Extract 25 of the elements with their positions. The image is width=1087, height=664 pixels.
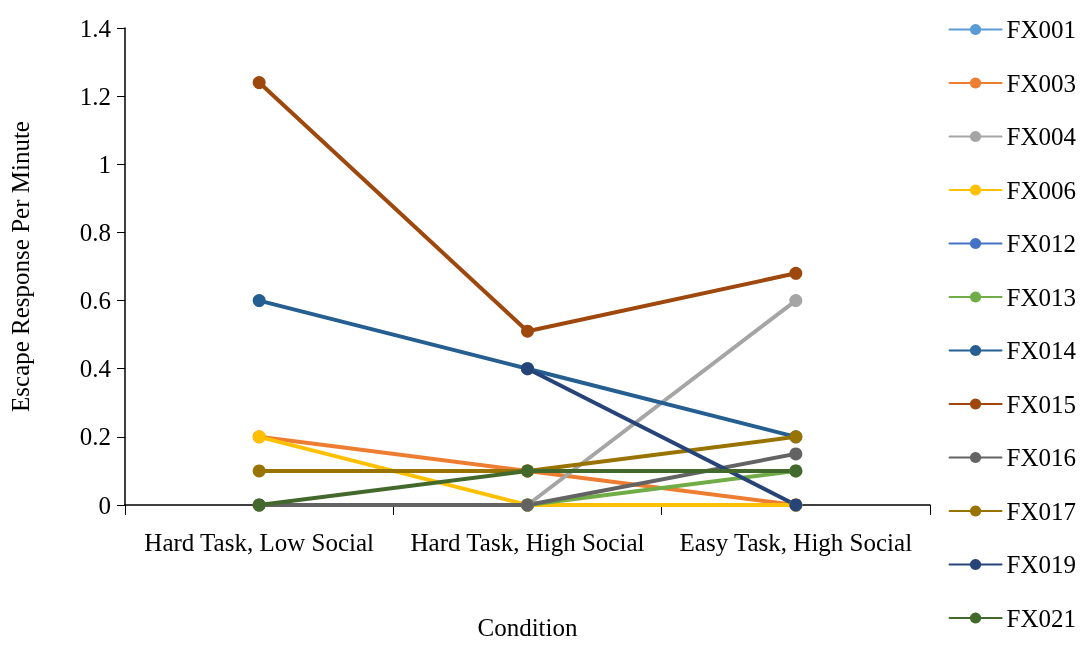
y-tick-label: 0.8	[79, 218, 111, 246]
legend-label: FX014	[1006, 337, 1077, 364]
legend-label: FX004	[1006, 123, 1077, 150]
x-axis-title: Condition	[477, 614, 578, 641]
legend-label: FX013	[1006, 283, 1077, 311]
legend-label: FX021	[1006, 604, 1077, 632]
y-axis-title: Escape Response Per Minute	[7, 121, 34, 412]
y-tick-label: 0.4	[79, 355, 112, 383]
y-tick-label: 1.2	[79, 82, 111, 110]
legend-label: FX015	[1006, 390, 1077, 418]
y-tick-label: 0.2	[79, 423, 111, 451]
legend-label: FX012	[1006, 230, 1077, 257]
y-tick-label: 0.6	[79, 287, 111, 315]
y-tick-label: 1	[98, 150, 111, 178]
legend-label: FX001	[1006, 16, 1077, 43]
legend-label: FX016	[1006, 444, 1077, 471]
x-tick-label: Hard Task, Low Social	[144, 528, 375, 556]
y-tick-label: 0	[98, 491, 111, 519]
x-tick-label: Easy Task, High Social	[679, 528, 913, 556]
legend-label: FX003	[1006, 69, 1077, 97]
legend-label: FX006	[1006, 176, 1077, 204]
x-tick-label: Hard Task, High Social	[410, 528, 645, 556]
legend-label: FX017	[1006, 497, 1077, 525]
y-tick-label: 1.4	[79, 14, 112, 42]
legend-label: FX019	[1006, 551, 1077, 578]
